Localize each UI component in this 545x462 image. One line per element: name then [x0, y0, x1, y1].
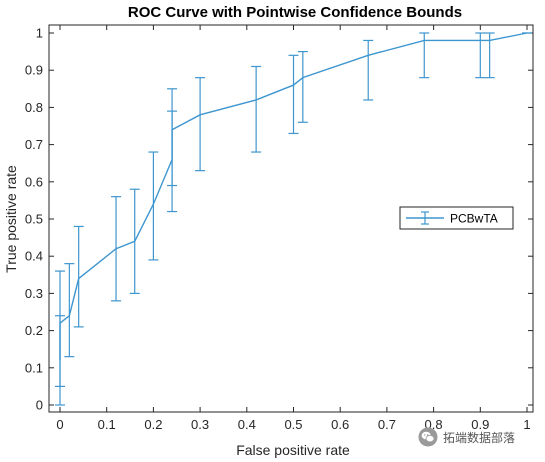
y-axis-label: True positive rate — [3, 165, 19, 273]
x-tick-label: 0.2 — [144, 417, 162, 432]
y-tick-label: 0.9 — [25, 63, 43, 78]
y-tick-label: 0.6 — [25, 174, 43, 189]
watermark-text: 拓端数据部落 — [443, 430, 516, 445]
error-bars — [55, 32, 532, 406]
x-axis-label: False positive rate — [236, 442, 350, 458]
y-tick-label: 0.8 — [25, 100, 43, 115]
x-tick-label: 1 — [523, 417, 530, 432]
y-tick-label: 0.5 — [25, 212, 43, 227]
x-tick-label: 0.1 — [98, 417, 116, 432]
x-tick-label: 0 — [56, 417, 63, 432]
x-tick-label: 0.3 — [191, 417, 209, 432]
x-tick-label: 0.4 — [238, 417, 256, 432]
series-line-PCBwTA — [59, 32, 528, 361]
y-tick-label: 0 — [36, 398, 43, 413]
y-tick-label: 1 — [36, 26, 43, 41]
y-tick-label: 0.1 — [25, 360, 43, 375]
legend: PCBwTA — [399, 206, 514, 230]
x-tick-label: 0.5 — [284, 417, 302, 432]
chart-title: ROC Curve with Pointwise Confidence Boun… — [128, 4, 462, 21]
y-axis: 0 0.1 0.2 0.3 0.4 0.5 0.6 0.7 0.8 0.9 1 — [25, 26, 533, 413]
y-tick-label: 0.4 — [25, 249, 43, 264]
watermark: 拓端数据部落 — [418, 426, 542, 448]
x-tick-label: 0.7 — [378, 417, 396, 432]
x-tick-label: 0.9 — [471, 417, 489, 432]
y-tick-label: 0.2 — [25, 323, 43, 338]
x-axis: 0 0.1 0.2 0.3 0.4 0.5 0.6 0.7 0.8 0.9 1 — [56, 25, 531, 432]
series-group — [59, 32, 528, 361]
x-tick-label: 0.6 — [331, 417, 349, 432]
legend-label: PCBwTA — [450, 212, 498, 226]
y-tick-label: 0.3 — [25, 286, 43, 301]
wechat-icon — [418, 427, 438, 447]
y-tick-label: 0.7 — [25, 137, 43, 152]
